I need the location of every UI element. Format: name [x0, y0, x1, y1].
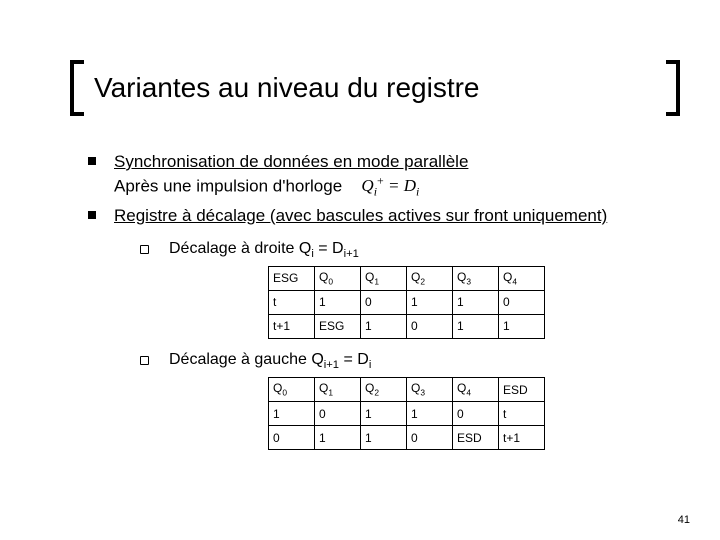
table-header-cell: Q3 [453, 266, 499, 290]
table-header-cell: Q4 [453, 378, 499, 402]
table-header-cell: Q0 [315, 266, 361, 290]
table-cell: 1 [315, 290, 361, 314]
table-cell: 1 [315, 426, 361, 450]
bullet-1-text: Synchronisation de données en mode paral… [114, 150, 468, 174]
table-cell: 1 [453, 290, 499, 314]
sub2-eqD: = D [339, 351, 369, 368]
table-cell: 0 [315, 402, 361, 426]
bullet-1-line2: Après une impulsion d'horloge Qi+ = Di [114, 174, 690, 200]
table-cell: t+1 [499, 426, 545, 450]
table-right-shift: ESGQ0Q1Q2Q3Q4t10110t+1ESG1011 [268, 266, 545, 339]
circle-bullet-icon [140, 245, 149, 254]
table-cell: 1 [407, 290, 453, 314]
table-cell: 0 [269, 426, 315, 450]
table-cell: 1 [361, 426, 407, 450]
table-cell: 1 [499, 314, 545, 338]
slide-title: Variantes au niveau du registre [84, 72, 666, 104]
table-cell: ESG [315, 314, 361, 338]
table-header-cell: ESD [499, 378, 545, 402]
slide-title-row: Variantes au niveau du registre [70, 60, 680, 116]
table-cell: 1 [361, 402, 407, 426]
table-header-cell: Q0 [269, 378, 315, 402]
table-cell: t [269, 290, 315, 314]
table-header-cell: ESG [269, 266, 315, 290]
table-cell: t+1 [269, 314, 315, 338]
table-header-cell: Q1 [315, 378, 361, 402]
bullet-1-formula: Qi+ = Di [353, 176, 419, 195]
table-cell: 0 [499, 290, 545, 314]
table-left-shift: Q0Q1Q2Q3Q4ESD10110t0110ESDt+1 [268, 377, 545, 450]
square-bullet-icon [88, 211, 96, 219]
table-cell: 1 [453, 314, 499, 338]
table-header-cell: Q2 [361, 378, 407, 402]
sub-bullet-1: Décalage à droite Qi = Di+1 [140, 240, 690, 260]
sub-bullet-2: Décalage à gauche Qi+1 = Di [140, 351, 690, 371]
sub-bullet-1-text: Décalage à droite Qi = Di+1 [169, 240, 359, 260]
sub2-prefix: Décalage à gauche Q [169, 351, 324, 368]
square-bullet-icon [88, 157, 96, 165]
circle-bullet-icon [140, 356, 149, 365]
table-cell: 0 [453, 402, 499, 426]
table-header-cell: Q3 [407, 378, 453, 402]
table-header-cell: Q4 [499, 266, 545, 290]
table-cell: 0 [361, 290, 407, 314]
sub2-i1: i+1 [324, 359, 339, 371]
bullet-1-underlined: Synchronisation de données en mode paral… [114, 152, 468, 171]
table-header-cell: Q1 [361, 266, 407, 290]
sub1-i1: i+1 [344, 248, 359, 260]
content-area: Synchronisation de données en mode paral… [88, 150, 690, 456]
table-cell: 0 [407, 426, 453, 450]
table-cell: 1 [361, 314, 407, 338]
sub-bullet-2-text: Décalage à gauche Qi+1 = Di [169, 351, 371, 371]
bullet-2-text: Registre à décalage (avec bascules activ… [114, 204, 607, 228]
sub1-prefix: Décalage à droite Q [169, 240, 311, 257]
sub2-i: i [369, 359, 372, 371]
page-number: 41 [678, 514, 690, 526]
sub1-eqD: = D [314, 240, 344, 257]
bracket-left-icon [70, 60, 84, 116]
bullet-1-line2-prefix: Après une impulsion d'horloge [114, 176, 342, 195]
bullet-1: Synchronisation de données en mode paral… [88, 150, 690, 174]
bullet-2-underlined: Registre à décalage (avec bascules activ… [114, 206, 607, 225]
table-cell: t [499, 402, 545, 426]
bracket-right-icon [666, 60, 680, 116]
bullet-2: Registre à décalage (avec bascules activ… [88, 204, 690, 228]
table-header-cell: Q2 [407, 266, 453, 290]
table-cell: 1 [269, 402, 315, 426]
table-cell: ESD [453, 426, 499, 450]
table-cell: 1 [407, 402, 453, 426]
table-cell: 0 [407, 314, 453, 338]
